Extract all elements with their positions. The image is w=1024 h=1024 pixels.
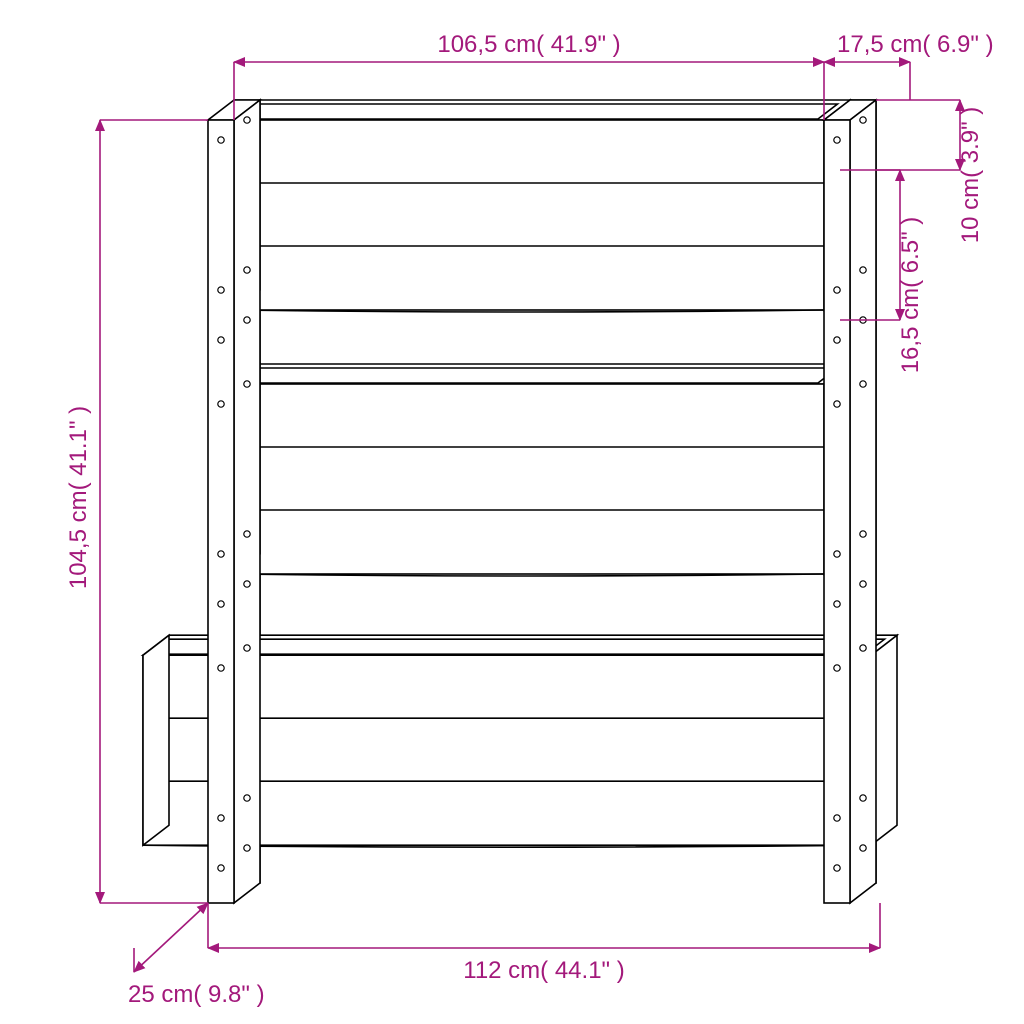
planter-shelf [143, 100, 897, 903]
svg-text:104,5 cm( 41.1" ): 104,5 cm( 41.1" ) [65, 406, 92, 589]
svg-text:112 cm( 44.1" ): 112 cm( 44.1" ) [463, 957, 624, 984]
svg-text:106,5 cm( 41.9" ): 106,5 cm( 41.9" ) [437, 31, 620, 58]
svg-text:16,5 cm( 6.5" ): 16,5 cm( 6.5" ) [897, 217, 924, 374]
svg-text:25 cm( 9.8" ): 25 cm( 9.8" ) [128, 981, 265, 1008]
svg-text:17,5 cm( 6.9" ): 17,5 cm( 6.9" ) [837, 31, 994, 58]
dimension-drawing: 104,5 cm( 41.1" ) 112 cm( 44.1" ) 25 cm( 9… [0, 0, 1024, 1024]
svg-text:10 cm( 3.9" ): 10 cm( 3.9" ) [957, 107, 984, 244]
